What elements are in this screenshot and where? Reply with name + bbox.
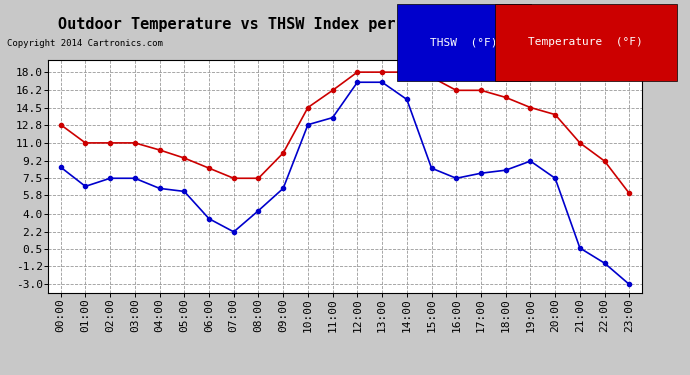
Text: THSW  (°F): THSW (°F) — [430, 37, 497, 47]
Text: Temperature  (°F): Temperature (°F) — [529, 37, 643, 47]
Text: Outdoor Temperature vs THSW Index per Hour (24 Hours)  20140209: Outdoor Temperature vs THSW Index per Ho… — [57, 17, 633, 32]
Text: Copyright 2014 Cartronics.com: Copyright 2014 Cartronics.com — [7, 39, 163, 48]
